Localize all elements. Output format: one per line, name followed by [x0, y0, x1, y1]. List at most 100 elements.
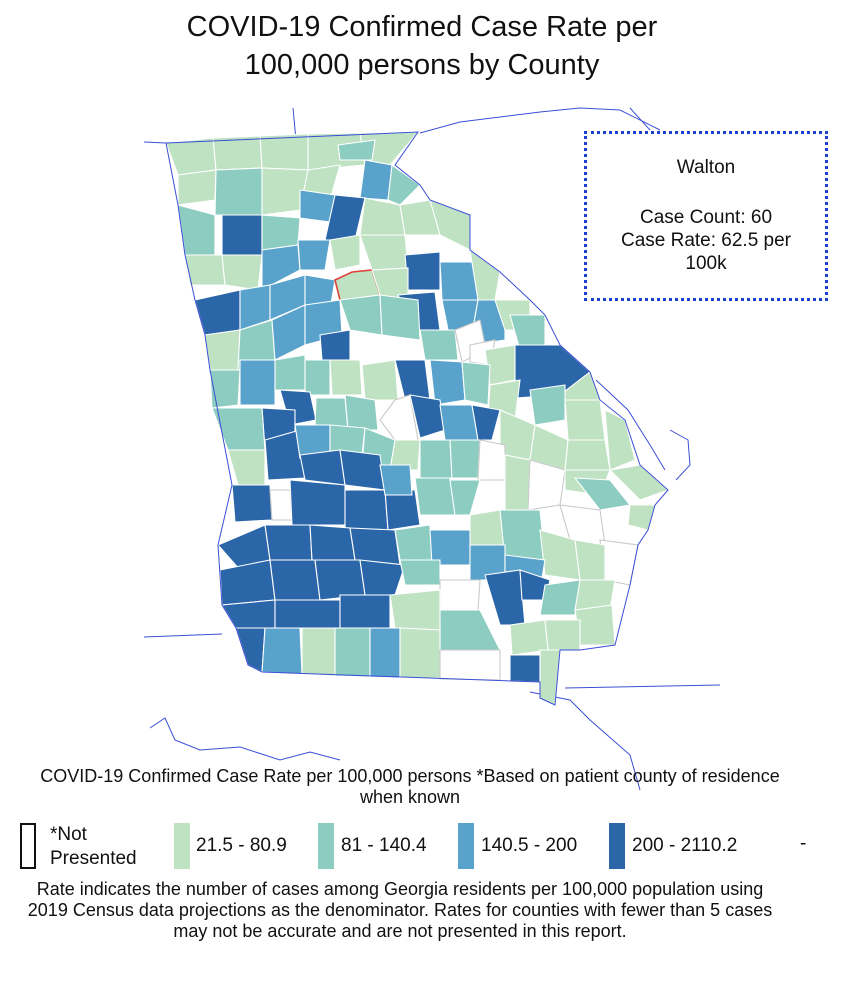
county[interactable] — [261, 214, 301, 251]
county[interactable] — [539, 579, 581, 616]
county[interactable] — [219, 559, 276, 606]
legend-title: COVID-19 Confirmed Case Rate per 100,000… — [40, 766, 780, 807]
county[interactable] — [509, 654, 541, 683]
county[interactable] — [504, 454, 531, 511]
county[interactable] — [274, 354, 306, 391]
georgia-state-outline — [143, 131, 669, 706]
county[interactable] — [399, 559, 441, 586]
county[interactable] — [404, 251, 441, 291]
county[interactable] — [419, 439, 453, 479]
county[interactable] — [264, 524, 313, 561]
county[interactable] — [221, 214, 263, 256]
county[interactable] — [627, 504, 656, 531]
county[interactable] — [334, 627, 371, 678]
county[interactable] — [221, 254, 263, 291]
county[interactable] — [344, 489, 389, 531]
county[interactable] — [394, 359, 431, 401]
county[interactable] — [261, 627, 303, 675]
county[interactable] — [449, 439, 481, 479]
county[interactable] — [439, 579, 481, 611]
county[interactable] — [269, 489, 293, 521]
county[interactable] — [359, 559, 406, 596]
county[interactable] — [204, 329, 241, 371]
county[interactable] — [574, 539, 606, 581]
county[interactable] — [439, 609, 501, 651]
county[interactable] — [339, 294, 383, 336]
county[interactable] — [379, 294, 421, 341]
county[interactable] — [301, 627, 336, 677]
county[interactable] — [461, 361, 491, 406]
county[interactable] — [529, 384, 566, 426]
legend-label-200-2110: 200 - 2110.2 — [632, 835, 738, 856]
county[interactable] — [471, 404, 501, 441]
county[interactable] — [194, 289, 241, 336]
county[interactable] — [439, 404, 479, 441]
county[interactable] — [227, 449, 266, 486]
county[interactable] — [599, 539, 639, 586]
county[interactable] — [337, 139, 376, 161]
county[interactable] — [304, 359, 331, 396]
legend-swatch-140-200 — [458, 823, 474, 869]
county[interactable] — [165, 137, 217, 176]
map-title-line-2: 100,000 persons by County — [244, 49, 600, 81]
county[interactable] — [329, 359, 363, 396]
county[interactable] — [344, 394, 379, 431]
county[interactable] — [211, 407, 266, 451]
county[interactable] — [484, 569, 526, 626]
county[interactable] — [209, 369, 241, 409]
map-footnote: Rate indicates the number of cases among… — [27, 879, 773, 941]
tooltip-case-rate: Case Rate: 62.5 per 100k — [620, 230, 792, 274]
county[interactable] — [469, 509, 506, 546]
county[interactable] — [499, 509, 546, 561]
legend-swatch-200-2110 — [609, 823, 625, 869]
county[interactable] — [359, 159, 393, 201]
map-title-line-1: COVID-19 Confirmed Case Rate per — [186, 11, 658, 43]
county[interactable] — [414, 477, 456, 516]
county[interactable] — [361, 359, 399, 401]
county[interactable] — [299, 449, 346, 486]
county[interactable] — [329, 234, 361, 271]
county[interactable] — [269, 559, 321, 601]
county[interactable] — [573, 477, 632, 511]
county[interactable] — [389, 439, 421, 471]
county[interactable] — [574, 604, 616, 646]
county[interactable] — [449, 479, 481, 516]
county[interactable] — [419, 329, 459, 361]
county[interactable] — [544, 619, 581, 651]
county[interactable] — [384, 489, 421, 531]
county[interactable] — [429, 359, 466, 406]
county[interactable] — [297, 239, 331, 271]
county[interactable] — [339, 594, 391, 629]
legend-trailing-dash: - — [800, 833, 807, 854]
county[interactable] — [309, 524, 356, 561]
county[interactable] — [231, 484, 273, 523]
county[interactable] — [477, 439, 506, 481]
legend-label-140-200: 140.5 - 200 — [481, 835, 578, 856]
county[interactable] — [339, 449, 386, 491]
county[interactable] — [439, 649, 501, 681]
county[interactable] — [289, 479, 346, 526]
county[interactable] — [314, 559, 366, 601]
county[interactable] — [319, 329, 351, 361]
county[interactable] — [214, 167, 263, 216]
county[interactable] — [564, 399, 606, 441]
county[interactable] — [369, 627, 401, 679]
legend-label-not-presented: *Not Presented — [50, 824, 137, 869]
county[interactable] — [177, 169, 217, 206]
county[interactable] — [274, 599, 341, 629]
county[interactable] — [221, 599, 276, 629]
tooltip-case-count: Case Count: 60 — [639, 207, 773, 228]
county[interactable] — [235, 627, 266, 673]
legend-swatch-not-presented — [20, 823, 36, 869]
county[interactable] — [359, 234, 409, 271]
county[interactable] — [399, 627, 441, 679]
county[interactable] — [389, 589, 441, 631]
county[interactable] — [239, 359, 276, 406]
county[interactable] — [604, 409, 636, 471]
county[interactable] — [564, 439, 611, 471]
county[interactable] — [259, 133, 309, 171]
county[interactable] — [387, 164, 421, 206]
county[interactable] — [394, 524, 433, 561]
county[interactable] — [379, 464, 413, 496]
